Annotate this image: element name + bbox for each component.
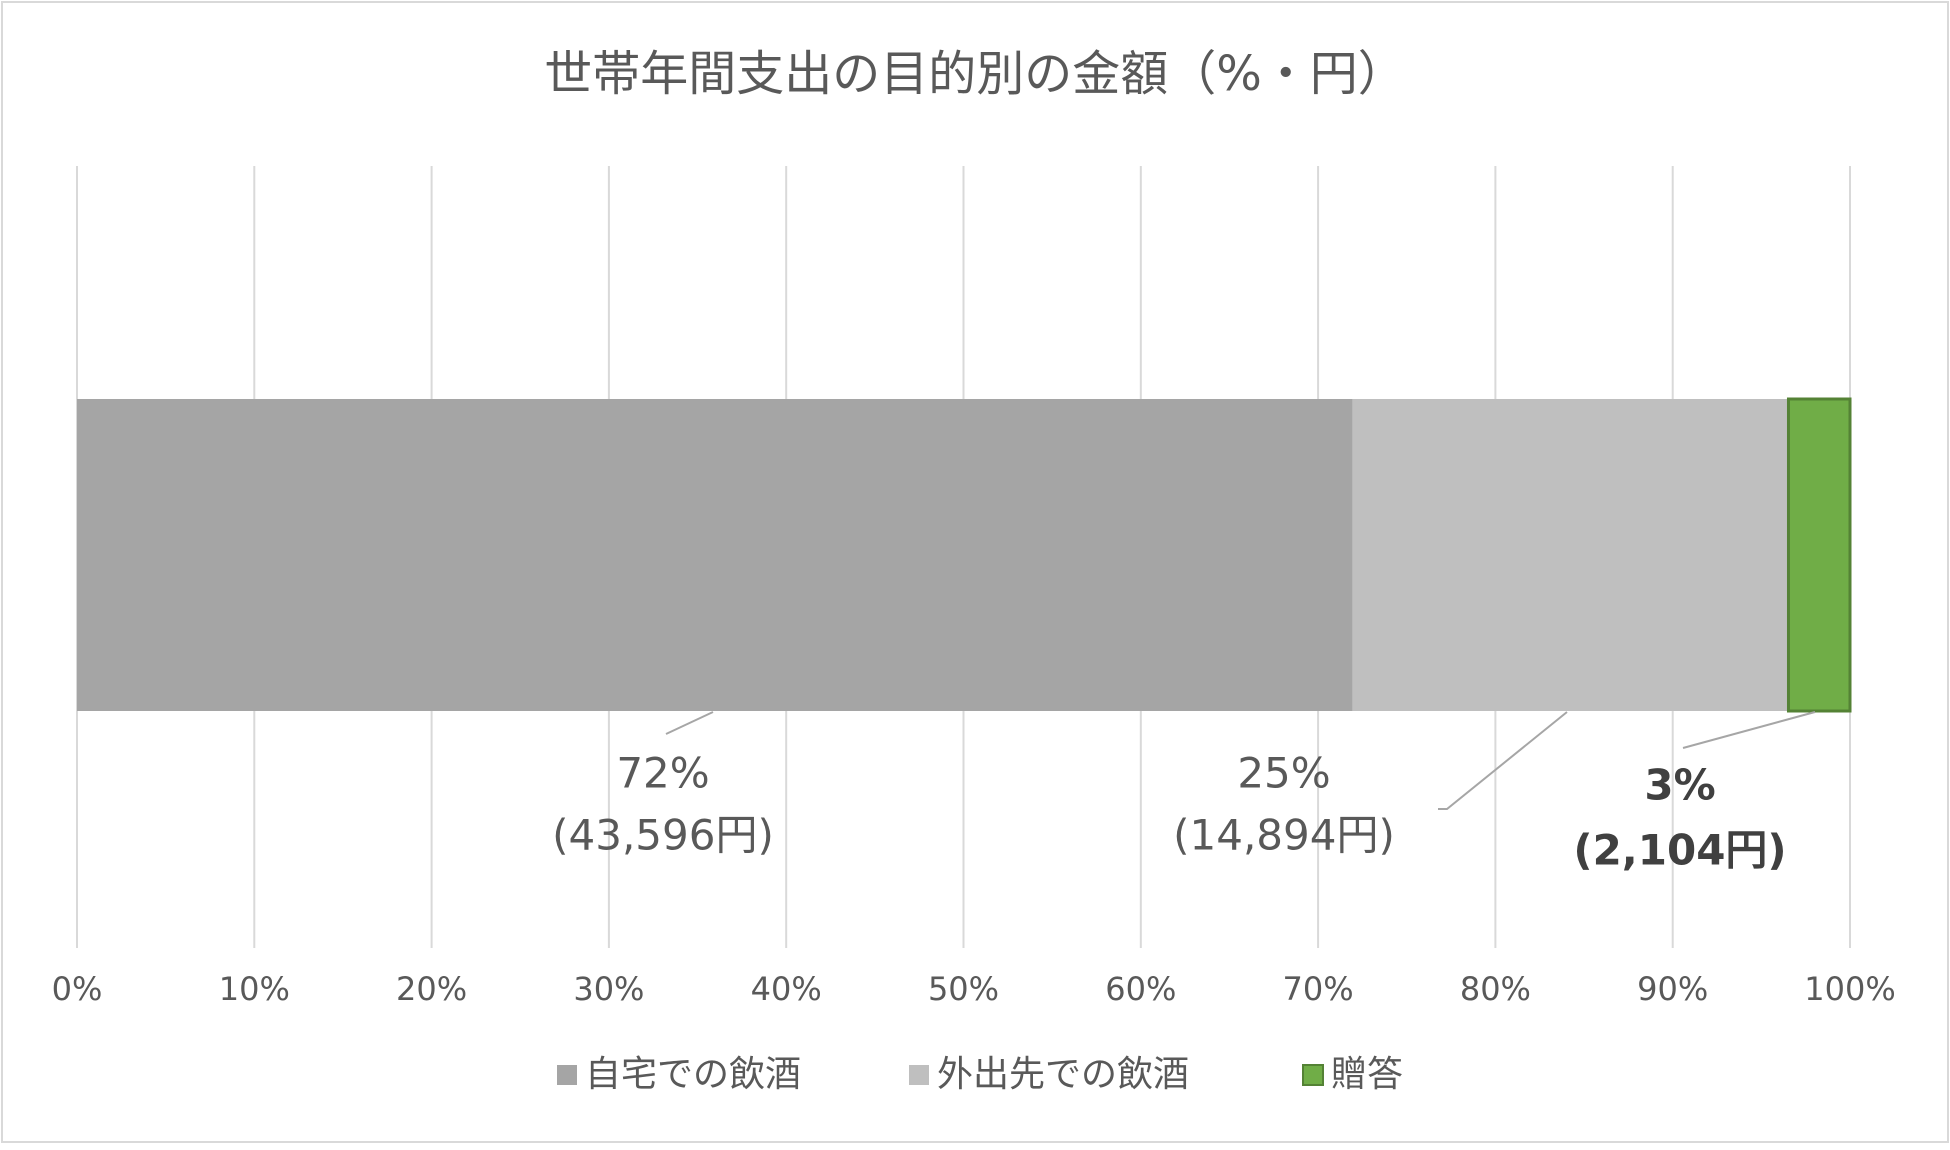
x-tick-label: 20%: [396, 970, 467, 1008]
x-tick-label: 30%: [573, 970, 644, 1008]
x-tick-label: 50%: [928, 970, 999, 1008]
bar-segment: [1786, 397, 1852, 713]
data-label: (2,104円): [1573, 826, 1786, 875]
x-tick-label: 40%: [751, 970, 822, 1008]
x-tick-label: 10%: [219, 970, 290, 1008]
legend-label: 自宅での飲酒: [585, 1054, 801, 1095]
data-label: 72%: [616, 749, 709, 798]
x-tick-label: 90%: [1637, 970, 1708, 1008]
bar-segment: [1352, 399, 1789, 711]
bar-segment: [77, 399, 1353, 711]
x-tick-label: 100%: [1804, 970, 1895, 1008]
legend-swatch: [1302, 1064, 1324, 1086]
legend-swatch: [557, 1065, 577, 1085]
x-tick-label: 80%: [1460, 970, 1531, 1008]
data-label: 25%: [1237, 749, 1330, 798]
data-label: 3%: [1644, 761, 1715, 810]
leader-line: [1682, 711, 1816, 749]
leader-line: [665, 711, 714, 735]
chart-title: 世帯年間支出の目的別の金額（%・円）: [544, 46, 1406, 102]
legend-label: 外出先での飲酒: [937, 1054, 1189, 1095]
data-label: (43,596円): [552, 811, 774, 860]
legend-label: 贈答: [1331, 1054, 1403, 1095]
data-label: (14,894円): [1173, 811, 1395, 860]
x-tick-label: 0%: [52, 970, 103, 1008]
leader-line: [1438, 711, 1568, 810]
x-tick-label: 70%: [1283, 970, 1354, 1008]
x-tick-label: 60%: [1105, 970, 1176, 1008]
legend-swatch: [909, 1065, 929, 1085]
